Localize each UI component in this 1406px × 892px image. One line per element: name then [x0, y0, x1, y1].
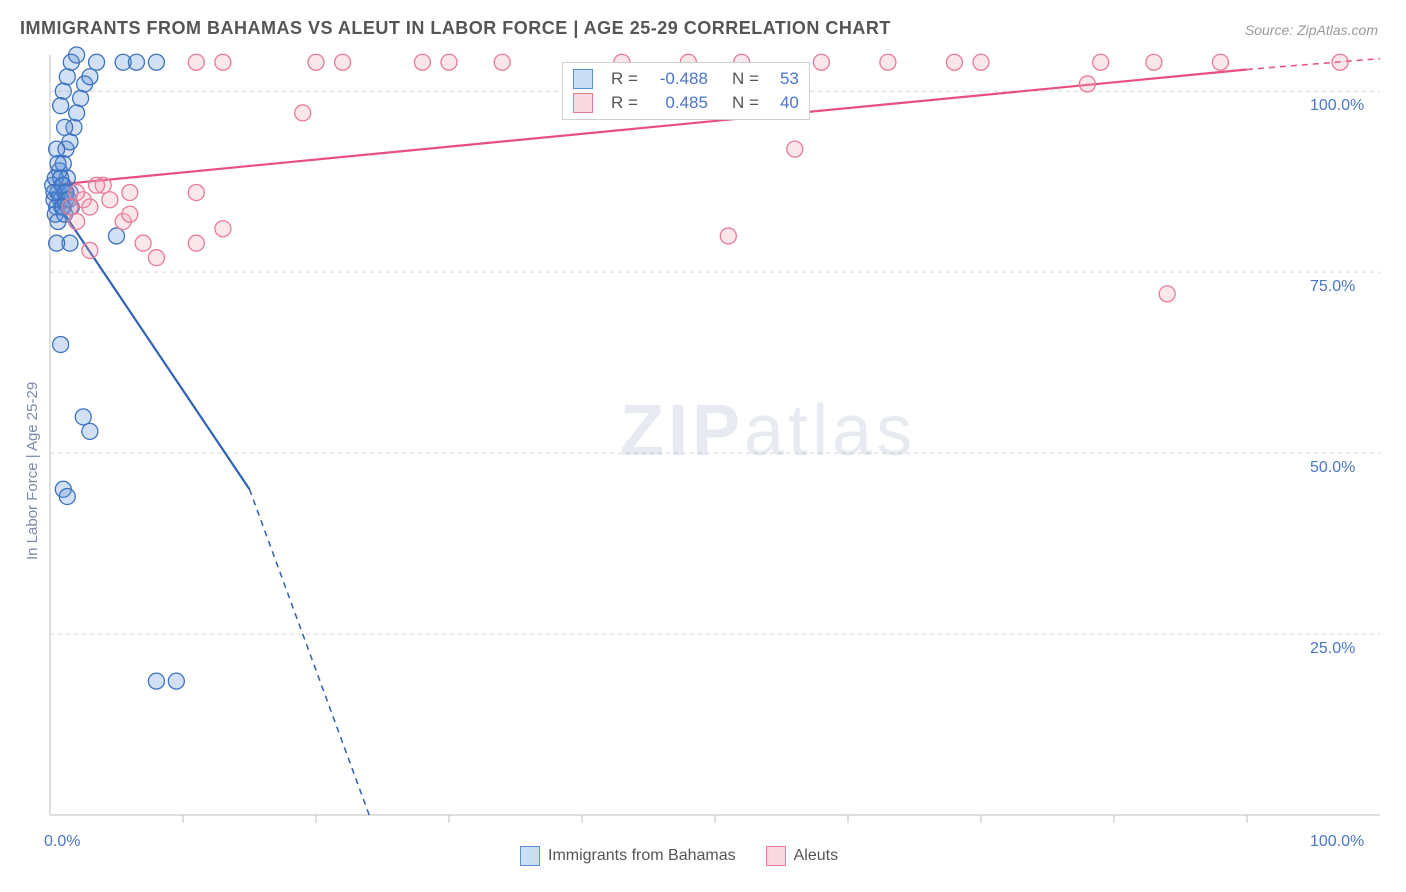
legend-swatch [520, 846, 540, 866]
n-value: 53 [769, 69, 799, 89]
r-label: R = [611, 69, 638, 89]
y-tick-label: 25.0% [1310, 640, 1355, 658]
r-value: 0.485 [648, 93, 708, 113]
legend-label: Aleuts [794, 847, 838, 864]
n-value: 40 [769, 93, 799, 113]
legend-swatch [573, 93, 593, 113]
y-axis-label: In Labor Force | Age 25-29 [24, 382, 41, 560]
correlation-row: R = 0.485 N = 40 [573, 91, 799, 115]
correlation-row: R = -0.488 N = 53 [573, 67, 799, 91]
watermark-atlas: atlas [744, 391, 916, 471]
correlation-legend: R = -0.488 N = 53 R = 0.485 N = 40 [562, 62, 810, 120]
legend-item: Immigrants from Bahamas [520, 846, 736, 866]
y-tick-label: 75.0% [1310, 278, 1355, 296]
y-tick-label: 50.0% [1310, 459, 1355, 477]
n-label: N = [732, 69, 759, 89]
legend-swatch [573, 69, 593, 89]
n-label: N = [732, 93, 759, 113]
watermark: ZIPatlas [620, 390, 916, 472]
x-tick-label: 100.0% [1310, 833, 1364, 851]
watermark-zip: ZIP [620, 391, 744, 471]
legend-label: Immigrants from Bahamas [548, 847, 736, 864]
legend-item: Aleuts [766, 846, 838, 866]
series-legend: Immigrants from Bahamas Aleuts [520, 846, 838, 866]
r-label: R = [611, 93, 638, 113]
y-tick-label: 100.0% [1310, 97, 1364, 115]
r-value: -0.488 [648, 69, 708, 89]
legend-swatch [766, 846, 786, 866]
x-tick-label: 0.0% [44, 833, 80, 851]
